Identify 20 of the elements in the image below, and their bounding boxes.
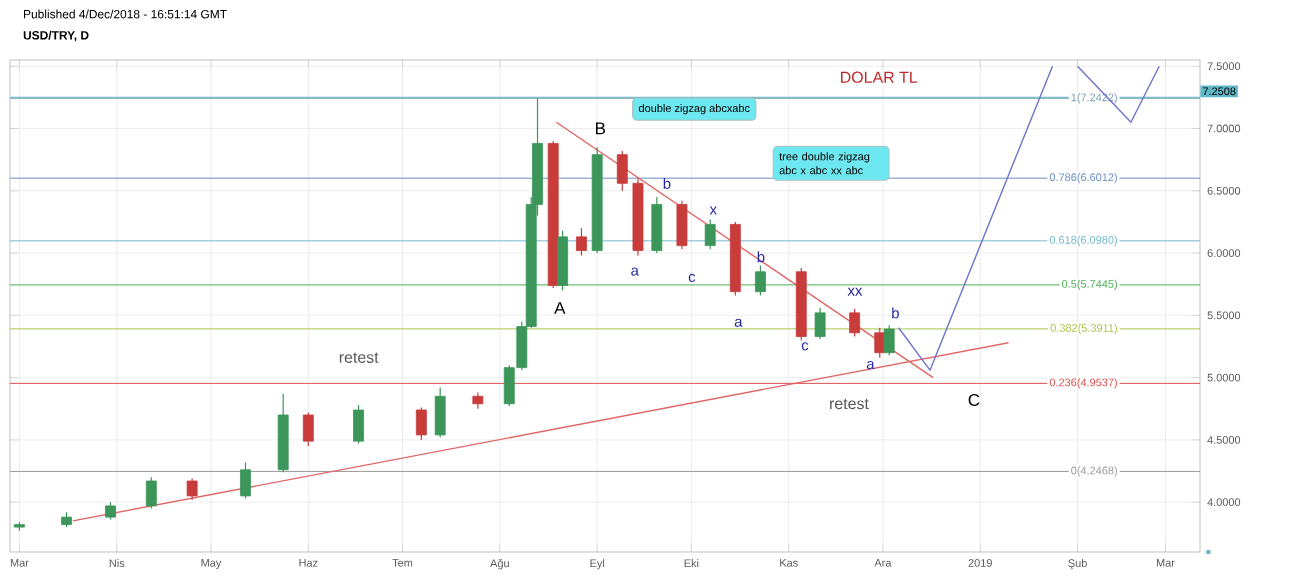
annotation: C xyxy=(968,393,980,406)
candlestick xyxy=(353,404,364,445)
candlestick xyxy=(755,264,766,297)
candlestick xyxy=(415,406,427,441)
candlestick xyxy=(434,386,446,439)
candlestick xyxy=(704,218,716,250)
candlestick xyxy=(186,477,198,501)
annotation: B xyxy=(595,122,606,135)
candlestick xyxy=(849,308,861,338)
candlestick xyxy=(302,411,314,447)
candlestick xyxy=(240,461,251,500)
candlestick xyxy=(616,150,628,192)
annotation: A xyxy=(554,302,566,314)
candlestick xyxy=(576,227,587,257)
candlestick xyxy=(676,200,688,250)
candlestick xyxy=(874,327,886,359)
candlestick xyxy=(814,307,826,340)
candlestick xyxy=(883,324,895,356)
candlestick xyxy=(651,196,663,254)
candlestick xyxy=(145,476,157,510)
